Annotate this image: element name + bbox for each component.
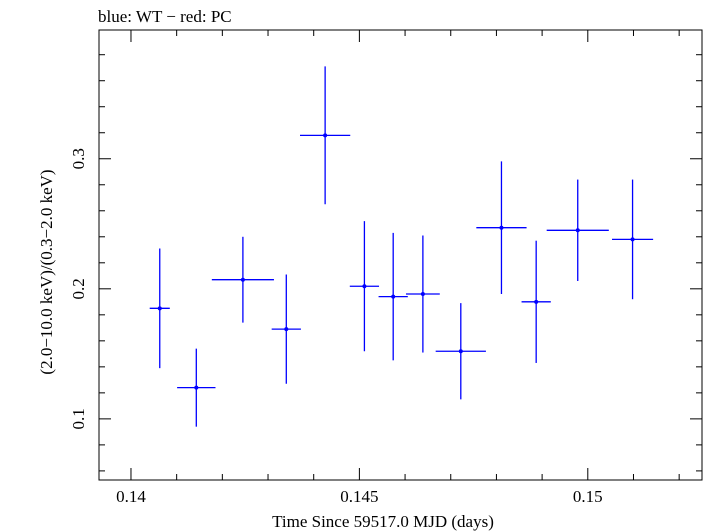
y-tick-label: 0.2 (69, 278, 88, 299)
plot-frame (98, 29, 703, 481)
data-point (300, 66, 351, 205)
data-point (149, 248, 170, 369)
data-point (271, 274, 301, 384)
y-tick-label: 0.3 (69, 148, 88, 169)
x-axis-ticks: 0.14 0.145 0.15 (116, 30, 680, 506)
data-marker (575, 228, 580, 233)
data-marker (362, 284, 367, 289)
data-point (521, 240, 551, 363)
x-tick-label: 0.14 (116, 487, 146, 506)
data-point (378, 232, 408, 361)
data-marker (420, 292, 425, 297)
data-point (349, 221, 380, 352)
data-marker (534, 299, 539, 304)
data-marker (323, 133, 328, 138)
data-series (149, 66, 654, 427)
data-point (546, 179, 609, 282)
data-marker (391, 294, 396, 299)
data-marker (458, 349, 463, 354)
chart-title: blue: WT − red: PC (98, 7, 232, 26)
data-point (435, 303, 486, 400)
data-marker (157, 306, 162, 311)
data-point (177, 348, 216, 427)
y-axis-label: (2.0−10.0 keV)/(0.3−2.0 keV) (37, 169, 56, 374)
data-marker (284, 327, 289, 332)
y-axis-ticks: 0.1 0.2 0.3 (69, 54, 702, 472)
data-marker (240, 277, 245, 282)
series-wt (149, 66, 654, 427)
data-marker (194, 385, 199, 390)
data-marker (499, 225, 504, 230)
x-tick-label: 0.15 (573, 487, 603, 506)
x-tick-label: 0.145 (340, 487, 378, 506)
x-axis-label: Time Since 59517.0 MJD (days) (272, 512, 494, 531)
data-marker (630, 237, 635, 242)
data-point (612, 179, 654, 300)
data-point (405, 235, 440, 353)
y-tick-label: 0.1 (69, 408, 88, 429)
data-point (476, 161, 527, 295)
data-point (211, 236, 274, 323)
